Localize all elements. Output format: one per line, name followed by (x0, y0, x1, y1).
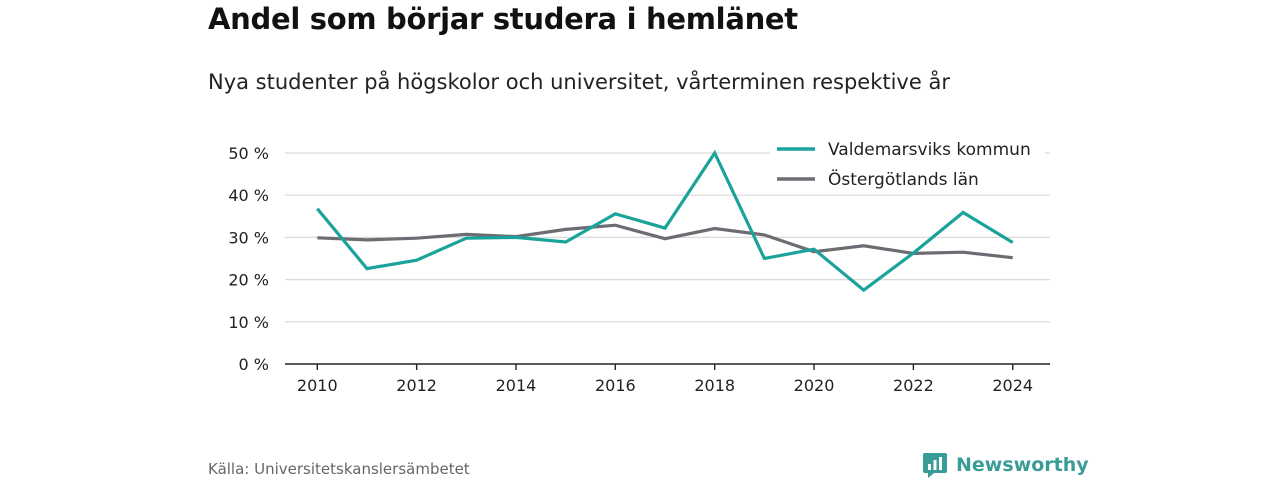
source-note: Källa: Universitetskanslersämbetet (208, 460, 470, 478)
chart-title: Andel som börjar studera i hemlänet (208, 2, 798, 36)
y-tick-label: 30 % (228, 228, 269, 247)
series-line-0 (316, 149, 1014, 293)
bar-chart-badge-icon (923, 453, 947, 478)
x-tick-label: 2022 (893, 376, 934, 395)
x-tick-label: 2010 (297, 376, 338, 395)
legend-background (770, 134, 1045, 194)
y-tick-label: 40 % (228, 186, 269, 205)
legend-label: Valdemarsviks kommun (828, 140, 1031, 160)
brand-logo: Newsworthy (922, 451, 1089, 479)
y-tick-label: 50 % (228, 144, 269, 163)
y-axis-tick-labels: 0 % 10 % 20 % 30 % 40 % 50 % (228, 144, 269, 374)
chart-subtitle: Nya studenter på högskolor och universit… (208, 70, 950, 94)
series-lines (316, 149, 1014, 293)
series-line-1 (317, 223, 1013, 260)
x-tick-label: 2012 (396, 376, 437, 395)
x-tick-label: 2020 (794, 376, 835, 395)
x-tick-label: 2018 (694, 376, 735, 395)
y-tick-label: 10 % (228, 313, 269, 332)
y-tick-label: 20 % (228, 271, 269, 290)
x-axis: 2010 2012 2014 2016 2018 2020 2022 2024 (285, 363, 1050, 395)
x-tick-label: 2024 (992, 376, 1033, 395)
brand-name: Newsworthy (956, 454, 1089, 476)
x-tick-label: 2014 (496, 376, 537, 395)
x-tick-label: 2016 (595, 376, 636, 395)
y-tick-label: 0 % (239, 355, 269, 374)
legend: Valdemarsviks kommun Östergötlands län (770, 134, 1045, 194)
legend-label: Östergötlands län (828, 168, 979, 190)
